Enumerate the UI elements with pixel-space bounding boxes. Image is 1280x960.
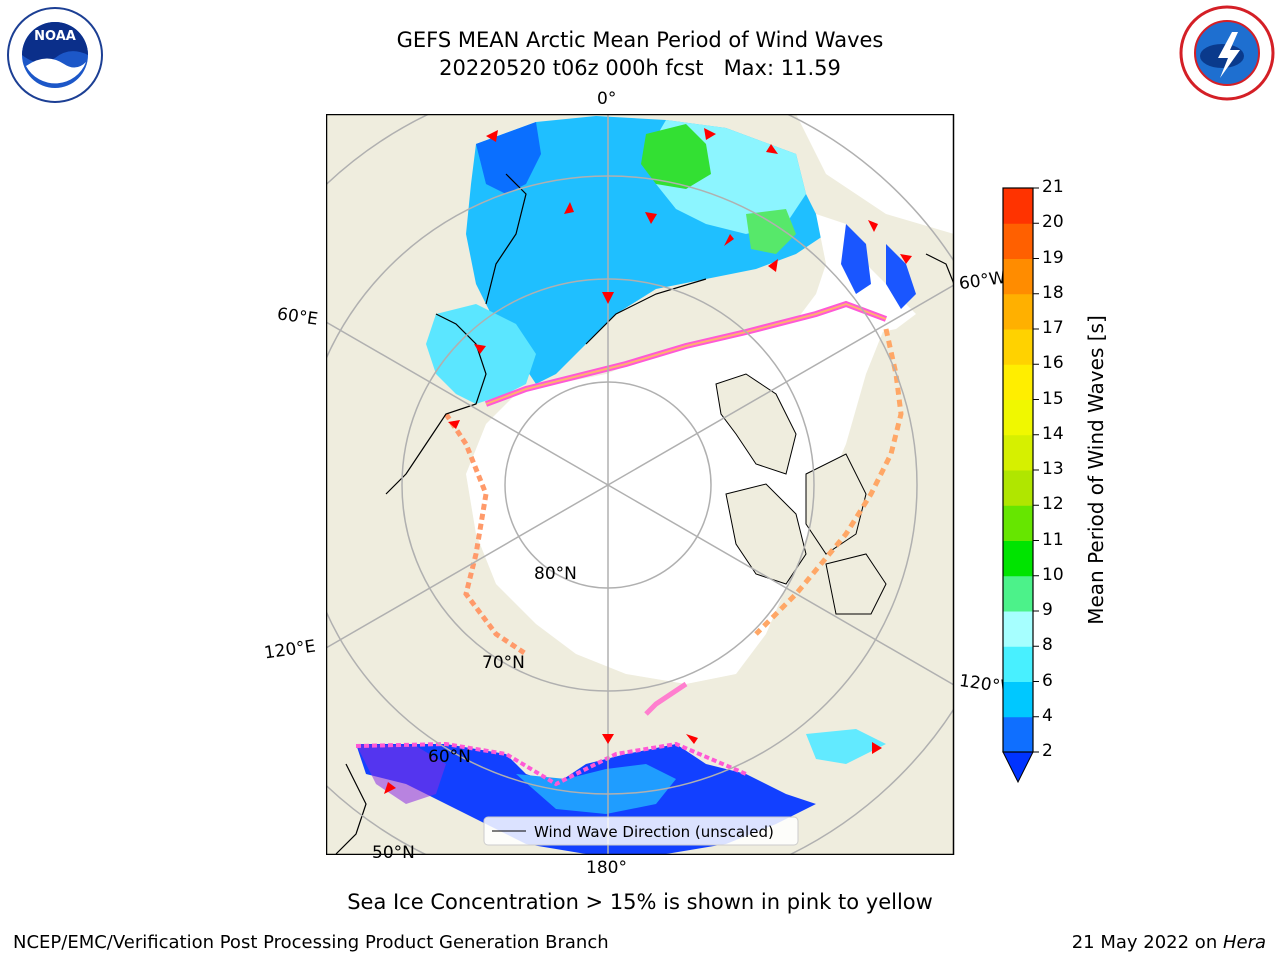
- colorbar-segment: [1003, 540, 1033, 577]
- lon-label-120e: 120°E: [262, 636, 317, 664]
- colorbar-segment: [1003, 716, 1033, 753]
- colorbar-tick-label: 21: [1042, 177, 1064, 197]
- map-frame: [326, 114, 955, 855]
- nws-logo: [1179, 5, 1275, 101]
- colorbar-tick-label: 4: [1042, 705, 1053, 726]
- colorbar-segment: [1003, 611, 1033, 647]
- colorbar-segment: [1003, 434, 1033, 471]
- lat-label-60n: 60°N: [428, 747, 471, 767]
- lon-label-60e: 60°E: [275, 304, 320, 330]
- footer-branch: NCEP/EMC/Verification Post Processing Pr…: [13, 932, 609, 953]
- map-legend: Wind Wave Direction (unscaled): [483, 816, 799, 846]
- colorbar-tick-label: 11: [1042, 529, 1064, 550]
- chart-title-line2: 20220520 t06z 000h fcst Max: 11.59: [439, 56, 841, 80]
- chart-title-line1: GEFS MEAN Arctic Mean Period of Wind Wav…: [396, 28, 884, 52]
- colorbar-segment: [1003, 399, 1033, 436]
- colorbar-segment: [1003, 505, 1033, 541]
- colorbar-label: Mean Period of Wind Waves [s]: [1084, 315, 1108, 625]
- colorbar-tick-label: 8: [1042, 635, 1053, 656]
- lat-label-80n: 80°N: [534, 564, 577, 584]
- sea-ice-region: [466, 304, 886, 684]
- colorbar-tick-label: 16: [1042, 353, 1064, 374]
- colorbar-tick-label: 6: [1042, 670, 1053, 691]
- colorbar-segment: [1003, 646, 1033, 682]
- footer-date: 21 May 2022 on: [1071, 932, 1223, 953]
- lon-label-0: 0°: [597, 89, 617, 109]
- colorbar-tick-label: 13: [1042, 459, 1064, 479]
- colorbar-segment: [1003, 364, 1033, 400]
- colorbar: [1002, 187, 1039, 784]
- colorbar-segment: [1003, 575, 1033, 612]
- colorbar-tick-label: 12: [1042, 494, 1064, 515]
- colorbar-tick-label: 2: [1042, 741, 1053, 761]
- footer-host: Hera: [1222, 932, 1266, 953]
- colorbar-tick-label: 15: [1042, 388, 1064, 409]
- colorbar-segment: [1003, 329, 1033, 365]
- ice-caption: Sea Ice Concentration > 15% is shown in …: [347, 890, 933, 914]
- lat-label-50n: 50°N: [372, 843, 415, 863]
- lat-label-70n: 70°N: [482, 653, 525, 673]
- colorbar-tick-label: 14: [1042, 423, 1064, 444]
- colorbar-segment: [1003, 470, 1033, 506]
- wind-wave-arrows: [384, 128, 912, 794]
- colorbar-tick-label: 19: [1042, 247, 1064, 268]
- colorbar-segment: [1003, 258, 1033, 295]
- noaa-logo-text: NOAA: [34, 29, 76, 44]
- colorbar-tick-label: 18: [1042, 282, 1064, 303]
- colorbar-segment: [1003, 681, 1033, 718]
- colorbar-segment: [1003, 223, 1033, 259]
- colorbar-tick-label: 20: [1042, 212, 1064, 233]
- noaa-logo: NOAA: [7, 7, 103, 103]
- lon-label-180: 180°: [586, 858, 627, 878]
- colorbar-tick-label: 10: [1042, 564, 1064, 585]
- colorbar-segment: [1003, 293, 1033, 330]
- colorbar-tick-label: 9: [1042, 600, 1053, 620]
- colorbar-tick-label: 17: [1042, 318, 1064, 338]
- polar-map: 80°N 70°N 60°N Wind Wave Direction (unsc…: [326, 114, 955, 855]
- colorbar-tick-labels: 2 4 6 8 9 10 11 12 13 14 15 16 17 18 19 20 21: [1040, 177, 1080, 786]
- legend-label: Wind Wave Direction (unscaled): [534, 823, 774, 841]
- colorbar-segment: [1003, 188, 1033, 224]
- graticule: [326, 114, 954, 854]
